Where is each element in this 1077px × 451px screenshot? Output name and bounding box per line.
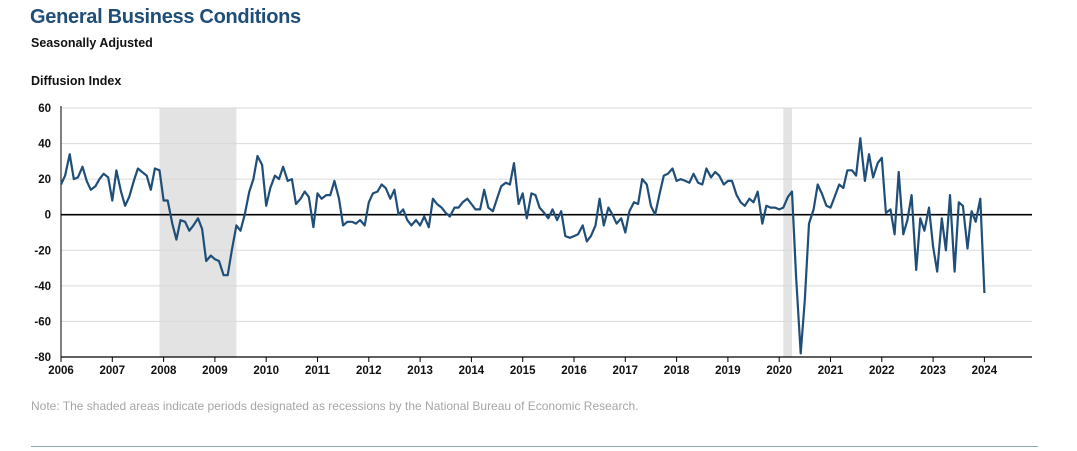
x-tick-labels: 2006 2007 2008 2009 2010 2011 2012 2013 2014 2015… [48, 357, 998, 377]
x-tick-2009: 2009 [202, 365, 228, 377]
x-tick-2024: 2024 [972, 365, 998, 377]
y-tick--40: -40 [34, 281, 51, 293]
chart-title: General Business Conditions [30, 6, 301, 28]
y-axis-label: Diffusion Index [31, 74, 122, 88]
chart-note: Note: The shaded areas indicate periods … [31, 399, 639, 413]
x-tick-2022: 2022 [869, 365, 895, 377]
y-tick-20: 20 [38, 174, 51, 186]
y-tick-labels: 60 40 20 0 -20 -40 -60 -80 [34, 103, 51, 364]
x-tick-2023: 2023 [920, 365, 946, 377]
recession-shading [159, 108, 793, 357]
series-lines [60, 137, 986, 355]
x-tick-2021: 2021 [818, 365, 844, 377]
bottom-divider [31, 446, 1038, 447]
series-line-1 [60, 137, 986, 355]
y-tick-0: 0 [45, 210, 51, 222]
y-tick-40: 40 [38, 139, 51, 151]
x-tick-2012: 2012 [356, 365, 382, 377]
x-tick-2014: 2014 [459, 365, 485, 377]
x-tick-2007: 2007 [100, 365, 126, 377]
x-tick-2006: 2006 [48, 365, 74, 377]
x-tick-2015: 2015 [510, 365, 536, 377]
line-chart: 60 40 20 0 -20 -40 -60 -80 2006 2007 2008 2009 2010… [34, 103, 1032, 377]
recession-band-2 [783, 108, 793, 357]
chart-subtitle: Seasonally Adjusted [31, 36, 153, 50]
x-tick-2010: 2010 [253, 365, 279, 377]
recession-band-1 [159, 108, 237, 357]
y-tick--80: -80 [34, 352, 51, 364]
x-tick-2011: 2011 [305, 365, 331, 377]
y-tick--60: -60 [34, 316, 51, 328]
x-tick-2016: 2016 [561, 365, 587, 377]
y-tick-60: 60 [38, 103, 51, 115]
x-tick-2020: 2020 [766, 365, 792, 377]
grid-lines [60, 106, 1032, 358]
y-tick--20: -20 [34, 245, 51, 257]
x-tick-2017: 2017 [613, 365, 639, 377]
x-tick-2019: 2019 [715, 365, 741, 377]
x-tick-2018: 2018 [664, 365, 690, 377]
x-tick-2013: 2013 [407, 365, 433, 377]
x-tick-2008: 2008 [151, 365, 177, 377]
